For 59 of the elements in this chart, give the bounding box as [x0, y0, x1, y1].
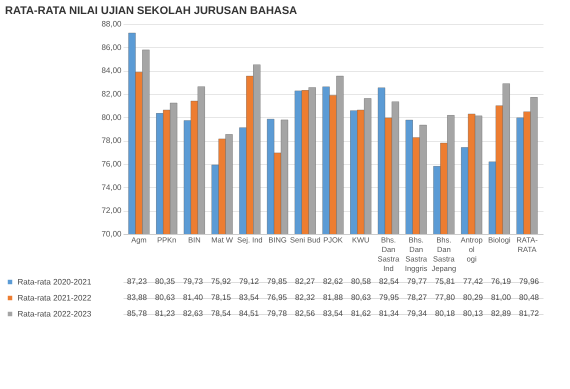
y-tick-label: 76,00 [101, 160, 122, 168]
y-tick-label: 86,00 [101, 42, 122, 52]
data-label: 78,54 [210, 309, 232, 318]
data-label: 82,56 [294, 309, 316, 318]
data-label: 84,51 [238, 309, 260, 318]
data-label: 81,88 [322, 293, 344, 302]
data-label: 81,00 [490, 293, 512, 302]
data-label: 79,12 [238, 277, 260, 286]
data-label: 80,18 [434, 309, 456, 318]
data-label: 80,58 [350, 277, 372, 286]
data-label: 78,27 [406, 293, 428, 302]
data-label: 80,63 [154, 293, 176, 302]
data-label: 80,35 [154, 277, 176, 286]
data-label: 80,48 [518, 293, 540, 302]
data-label: 85,78 [126, 309, 148, 318]
data-label: 78,15 [210, 293, 232, 302]
legend-label: Rata-rata 2021-2022 [18, 294, 92, 302]
data-label: 75,81 [434, 277, 456, 286]
data-label: 83,88 [126, 293, 148, 302]
data-label: 83,54 [322, 309, 344, 318]
y-tick-label: 74,00 [101, 182, 122, 192]
data-label: 79,95 [378, 293, 400, 302]
data-label: 82,27 [294, 277, 316, 286]
data-label: 81,34 [378, 309, 400, 318]
data-label: 79,73 [182, 277, 204, 286]
data-label: 79,96 [518, 277, 540, 286]
data-label: 79,34 [406, 309, 428, 318]
data-label: 80,13 [462, 309, 484, 318]
data-label: 81,62 [350, 309, 372, 318]
y-tick-label: 78,00 [101, 136, 122, 146]
data-label: 81,40 [182, 293, 204, 302]
data-label: 81,72 [518, 309, 540, 318]
legend-label: Rata-rata 2020-2021 [18, 278, 92, 286]
y-tick-label: 82,00 [101, 90, 122, 98]
y-tick-label: 72,00 [101, 206, 122, 216]
legend-label: Rata-rata 2022-2023 [18, 310, 92, 318]
data-label: 79,85 [266, 277, 288, 286]
data-label: 79,78 [266, 309, 288, 318]
data-label: 82,54 [378, 277, 400, 286]
data-label: 75,92 [210, 277, 232, 286]
data-label: 82,62 [322, 277, 344, 286]
data-label: 82,32 [294, 293, 316, 302]
y-tick-label: 84,00 [101, 66, 122, 76]
data-label: 76,95 [266, 293, 288, 302]
data-label: 81,23 [154, 309, 176, 318]
data-label: 82,89 [490, 309, 512, 318]
data-label: 82,63 [182, 309, 204, 318]
data-label: 83,54 [238, 293, 260, 302]
chart-title: RATA-RATA NILAI UJIAN SEKOLAH JURUSAN BAHASA [5, 5, 298, 17]
data-label: 87,23 [126, 277, 148, 286]
data-label: 80,29 [462, 293, 484, 302]
y-tick-label: 80,00 [101, 112, 122, 122]
y-tick-label: 70,00 [101, 230, 122, 238]
data-label: 77,42 [462, 277, 484, 286]
y-tick-label: 88,00 [101, 20, 122, 28]
data-label: 79,77 [406, 277, 428, 286]
data-label: 77,80 [434, 293, 456, 302]
data-label: 76,19 [490, 277, 512, 286]
data-label: 80,63 [350, 293, 372, 302]
